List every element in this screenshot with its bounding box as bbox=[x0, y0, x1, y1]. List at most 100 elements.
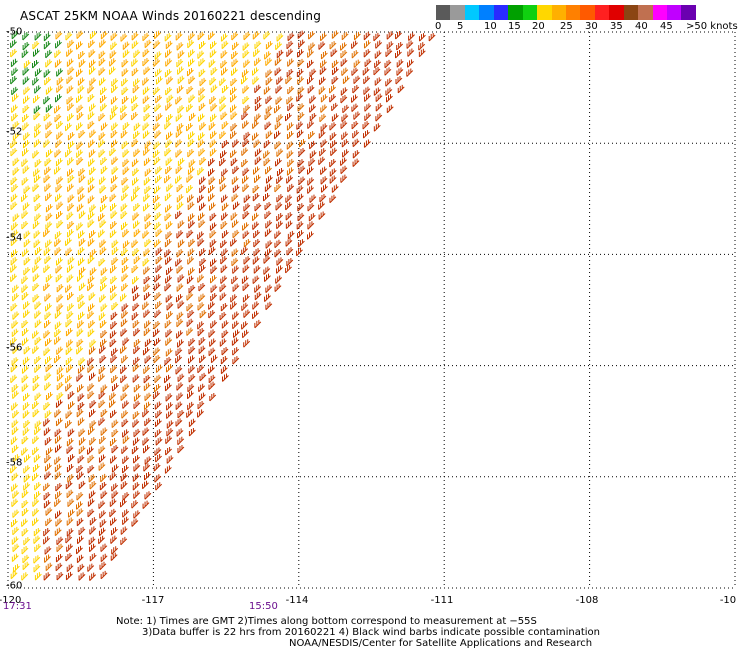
wind-barb bbox=[43, 427, 51, 436]
wind-barb bbox=[252, 301, 260, 310]
wind-barb bbox=[166, 428, 174, 437]
wind-barb bbox=[142, 86, 150, 95]
wind-barb bbox=[153, 149, 160, 159]
wind-barb bbox=[98, 50, 106, 60]
wind-barb bbox=[219, 103, 227, 112]
wind-barb bbox=[153, 122, 161, 131]
wind-barb bbox=[373, 87, 381, 96]
wind-barb bbox=[318, 130, 326, 139]
wind-barb bbox=[241, 158, 249, 168]
wind-barb bbox=[87, 310, 95, 320]
wind-barb bbox=[43, 174, 51, 184]
wind-barb bbox=[131, 312, 139, 321]
wind-barb bbox=[43, 401, 51, 411]
lon-tick-120: -120 bbox=[0, 595, 22, 606]
wind-barb bbox=[76, 112, 84, 121]
wind-barb bbox=[352, 138, 360, 148]
wind-barb bbox=[144, 392, 152, 402]
wind-barb bbox=[153, 391, 160, 400]
wind-barb bbox=[120, 130, 128, 139]
wind-barb bbox=[208, 59, 216, 68]
wind-barb bbox=[56, 543, 64, 553]
wind-barb bbox=[297, 230, 304, 239]
wind-barb bbox=[76, 508, 84, 517]
wind-barb bbox=[21, 383, 29, 392]
wind-barb bbox=[187, 309, 195, 319]
wind-barb bbox=[131, 138, 139, 148]
colorbar-segment bbox=[638, 5, 653, 20]
wind-barb bbox=[99, 95, 107, 104]
wind-barb bbox=[198, 68, 206, 78]
wind-barb bbox=[242, 85, 250, 94]
wind-barb bbox=[210, 265, 218, 275]
wind-barb bbox=[375, 103, 383, 112]
wind-barb bbox=[221, 346, 229, 356]
wind-barb bbox=[22, 165, 30, 174]
wind-barb bbox=[133, 130, 140, 140]
wind-barb bbox=[98, 454, 106, 463]
wind-barb bbox=[264, 228, 272, 237]
wind-barb bbox=[120, 526, 128, 535]
wind-barb bbox=[176, 318, 184, 328]
wind-barb bbox=[165, 139, 173, 148]
wind-barb bbox=[12, 213, 20, 222]
wind-barb bbox=[122, 429, 129, 438]
wind-barb bbox=[43, 40, 51, 50]
wind-barb bbox=[78, 572, 86, 581]
wind-barb bbox=[133, 49, 141, 59]
wind-barb bbox=[154, 202, 162, 211]
wind-barb bbox=[100, 543, 108, 553]
wind-barb bbox=[252, 132, 259, 141]
wind-barb bbox=[142, 480, 149, 490]
wind-barb bbox=[32, 498, 40, 508]
wind-barb bbox=[12, 345, 20, 355]
wind-barb bbox=[55, 193, 62, 202]
wind-barb bbox=[66, 339, 74, 348]
wind-barb bbox=[307, 166, 314, 175]
wind-barb bbox=[122, 240, 130, 249]
wind-barb bbox=[133, 220, 140, 229]
wind-barb bbox=[329, 194, 337, 204]
wind-barb bbox=[220, 33, 228, 42]
wind-barb bbox=[252, 76, 260, 85]
wind-barb bbox=[98, 366, 106, 375]
wind-barb bbox=[188, 159, 196, 168]
wind-barb bbox=[131, 32, 139, 41]
wind-barb bbox=[44, 454, 52, 464]
wind-barb bbox=[133, 185, 141, 195]
wind-barb bbox=[87, 93, 95, 103]
wind-barb bbox=[329, 159, 337, 168]
wind-barb bbox=[56, 68, 64, 77]
wind-barb bbox=[142, 57, 150, 67]
wind-barb bbox=[120, 210, 128, 220]
wind-barb bbox=[54, 428, 62, 438]
wind-barb bbox=[133, 255, 141, 265]
wind-barb bbox=[121, 283, 129, 292]
wind-barb bbox=[111, 122, 119, 131]
wind-barb bbox=[209, 148, 217, 157]
wind-barb bbox=[220, 111, 228, 121]
wind-barb bbox=[298, 165, 306, 175]
wind-barb bbox=[21, 374, 29, 384]
wind-barb bbox=[67, 113, 74, 122]
wind-barb bbox=[309, 140, 316, 150]
wind-barb bbox=[99, 39, 107, 48]
wind-barb bbox=[320, 50, 328, 60]
wind-barb bbox=[66, 543, 74, 553]
wind-barb bbox=[21, 193, 28, 203]
wind-barb bbox=[231, 219, 239, 228]
wind-barb bbox=[99, 561, 107, 571]
wind-barb bbox=[286, 141, 294, 150]
wind-barb bbox=[287, 158, 295, 168]
wind-barb bbox=[87, 357, 95, 366]
wind-barb bbox=[34, 301, 42, 310]
wind-barb bbox=[243, 256, 251, 265]
wind-barb bbox=[110, 221, 118, 230]
wind-barb bbox=[89, 249, 97, 258]
wind-barb bbox=[154, 221, 162, 231]
wind-barb bbox=[131, 95, 138, 104]
wind-barb bbox=[220, 255, 228, 265]
wind-barb bbox=[318, 156, 326, 166]
wind-barb bbox=[34, 392, 42, 401]
wind-barb bbox=[56, 84, 64, 93]
